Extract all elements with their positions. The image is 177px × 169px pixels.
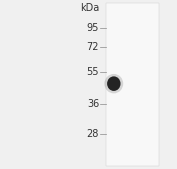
Text: kDa: kDa	[80, 3, 99, 13]
Text: 95: 95	[87, 23, 99, 33]
Text: 72: 72	[87, 42, 99, 52]
Text: 28: 28	[87, 128, 99, 139]
Text: 55: 55	[87, 67, 99, 77]
Text: 36: 36	[87, 99, 99, 109]
Bar	[106, 3, 159, 166]
Ellipse shape	[104, 74, 123, 93]
Ellipse shape	[107, 76, 121, 91]
